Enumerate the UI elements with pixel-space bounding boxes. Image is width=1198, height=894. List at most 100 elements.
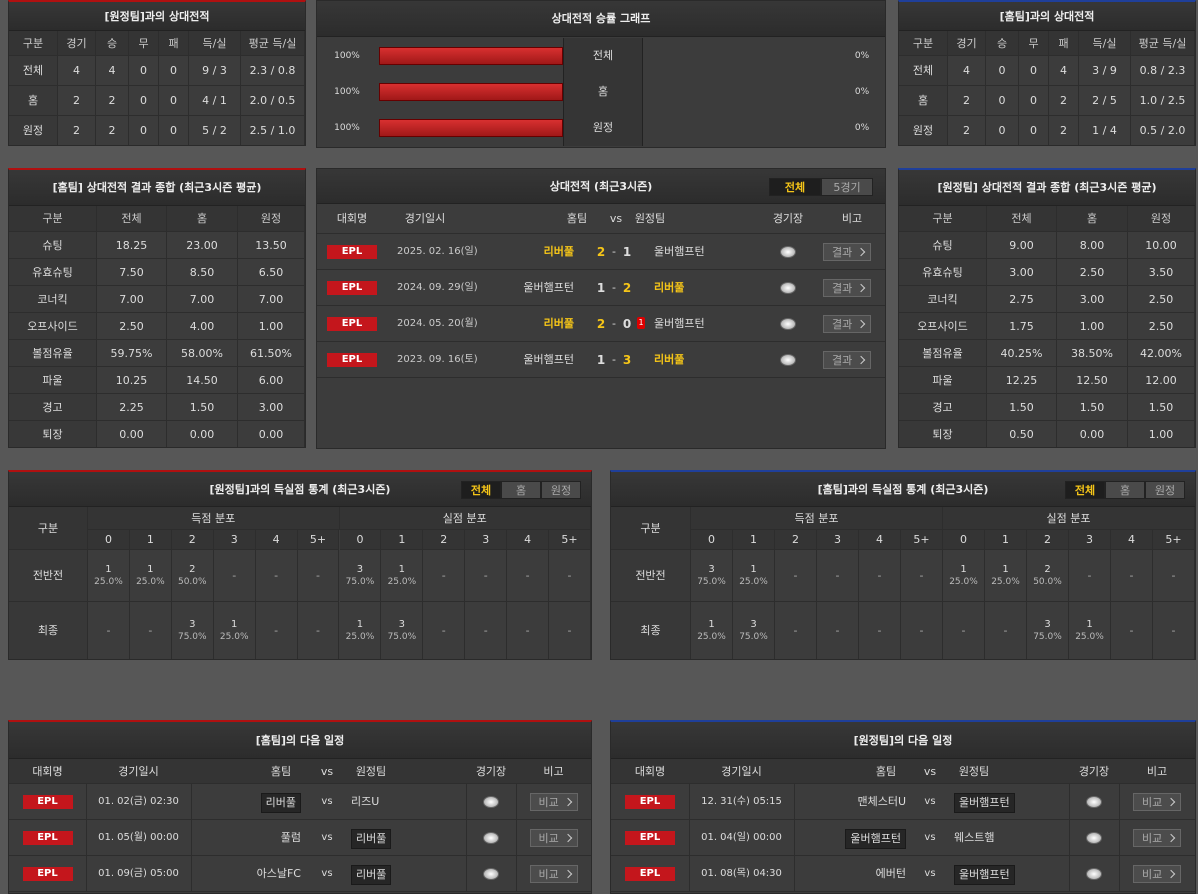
stadium-icon	[483, 796, 499, 808]
table-cell: 7.00	[238, 286, 305, 313]
goal-cell: 1 25.0%	[214, 602, 256, 659]
goal-pct: 50.0%	[1033, 577, 1062, 587]
match-date: 01. 02(금) 02:30	[98, 796, 179, 807]
table-cell: 9 / 3	[189, 56, 241, 86]
row-label: 최종	[9, 602, 88, 659]
goal-count: 3	[356, 564, 364, 575]
table-cell: 4	[948, 56, 986, 86]
button[interactable]: 결과	[823, 351, 871, 369]
goal-pct: 75.0%	[345, 577, 375, 587]
chevron-icon	[856, 283, 866, 293]
table-cell: 59.75%	[97, 340, 167, 367]
column-header: 2	[423, 530, 466, 550]
column-line	[1119, 820, 1120, 856]
home-team: 리버풀	[543, 245, 574, 258]
row-label: 전체	[563, 38, 643, 74]
home-rate-bar	[379, 83, 563, 101]
away-rate-label: 0%	[854, 123, 870, 133]
table-cell: 8.00	[1057, 232, 1128, 259]
league-badge: EPL	[327, 245, 377, 259]
column-header: 5+	[1153, 530, 1195, 550]
table-cell: 4	[1049, 56, 1079, 86]
column-header: 0	[943, 530, 985, 550]
header-cell: 비고	[1146, 765, 1168, 778]
goal-cell: 3 75.0%	[733, 602, 775, 659]
header-cell: 패	[1049, 31, 1079, 56]
away-team: 리즈U	[351, 784, 451, 820]
tab[interactable]: 전체	[461, 481, 501, 499]
vs: vs	[321, 832, 333, 843]
table-cell: 0	[129, 86, 159, 116]
home-team-name: 아스날FC	[256, 867, 301, 880]
stadium-icon	[1086, 868, 1102, 880]
goal-cell: 1 25.0%	[1069, 602, 1111, 659]
button[interactable]: 결과	[823, 243, 871, 261]
away-score: 3	[622, 353, 632, 367]
goal-cell: -	[859, 602, 901, 659]
button[interactable]: 결과	[823, 315, 871, 333]
row-label: 최종	[611, 602, 691, 659]
goal-count: 1	[960, 564, 967, 575]
table-cell: 4 / 1	[189, 86, 241, 116]
chevron-icon	[563, 833, 572, 843]
column-header: 1	[381, 530, 424, 550]
match-row	[611, 856, 1195, 892]
home-score: 2	[596, 245, 606, 259]
header-cell: 대회명	[634, 765, 666, 778]
header-cell: 패	[159, 31, 189, 56]
tab[interactable]: 홈	[1105, 481, 1145, 499]
tab[interactable]: 5경기	[821, 178, 873, 196]
tab[interactable]: 전체	[1065, 481, 1105, 499]
table-cell: 2	[96, 86, 129, 116]
match-row	[611, 784, 1195, 820]
header-cell: 승	[986, 31, 1019, 56]
row-label: 홈	[563, 74, 643, 110]
button[interactable]: 비교	[529, 829, 578, 847]
button[interactable]: 비교	[1133, 793, 1181, 811]
row-label: 전체	[899, 56, 948, 86]
goal-cell: 1 25.0%	[943, 550, 985, 602]
goal-pct: 25.0%	[991, 577, 1020, 587]
button[interactable]: 비교	[529, 865, 578, 883]
vs: vs	[924, 832, 936, 843]
header-cell: 경기장	[772, 212, 804, 225]
away-score: 0	[622, 317, 632, 331]
tab[interactable]: 전체	[769, 178, 821, 196]
header-cell: 대회명	[32, 765, 63, 778]
goal-cell: 1 25.0%	[88, 550, 130, 602]
row-label: 홈	[899, 86, 948, 116]
button[interactable]: 결과	[823, 279, 871, 297]
table-cell: 1.50	[1128, 394, 1195, 421]
goal-cell: -	[507, 602, 550, 659]
tab[interactable]: 홈	[501, 481, 541, 499]
away-team: 리버풀	[351, 820, 451, 856]
table-cell: 0	[986, 86, 1019, 116]
away-team: 리버풀	[351, 856, 451, 892]
row-label: 홈	[9, 86, 58, 116]
row-label: 원정	[899, 116, 948, 145]
goal-count: 1	[750, 564, 757, 575]
goal-cell: 1 25.0%	[129, 550, 172, 602]
tab[interactable]: 원정	[1145, 481, 1185, 499]
group-header: 실점 분포	[943, 507, 1195, 530]
chevron-icon	[1166, 797, 1176, 807]
goal-cell: -	[775, 550, 817, 602]
table-cell: 2.25	[97, 394, 167, 421]
header-row	[9, 759, 591, 784]
button[interactable]: 비교	[529, 793, 578, 811]
match-date: 01. 09(금) 05:00	[98, 868, 179, 879]
league-badge: EPL	[327, 281, 377, 295]
button[interactable]: 비교	[1133, 865, 1181, 883]
button[interactable]: 비교	[1133, 829, 1181, 847]
away-team-name: 리버풀	[351, 865, 392, 885]
table-cell: 0.5 / 2.0	[1131, 116, 1195, 145]
tab[interactable]: 원정	[541, 481, 581, 499]
header-cell: 승	[96, 31, 129, 56]
league-badge: EPL	[327, 317, 377, 331]
goal-cell: -	[943, 602, 985, 659]
match-row	[317, 342, 885, 378]
column-header: 5+	[297, 530, 340, 550]
goal-pct: 25.0%	[345, 632, 375, 642]
goal-cell: -	[1111, 550, 1153, 602]
league-badge: EPL	[22, 795, 73, 809]
